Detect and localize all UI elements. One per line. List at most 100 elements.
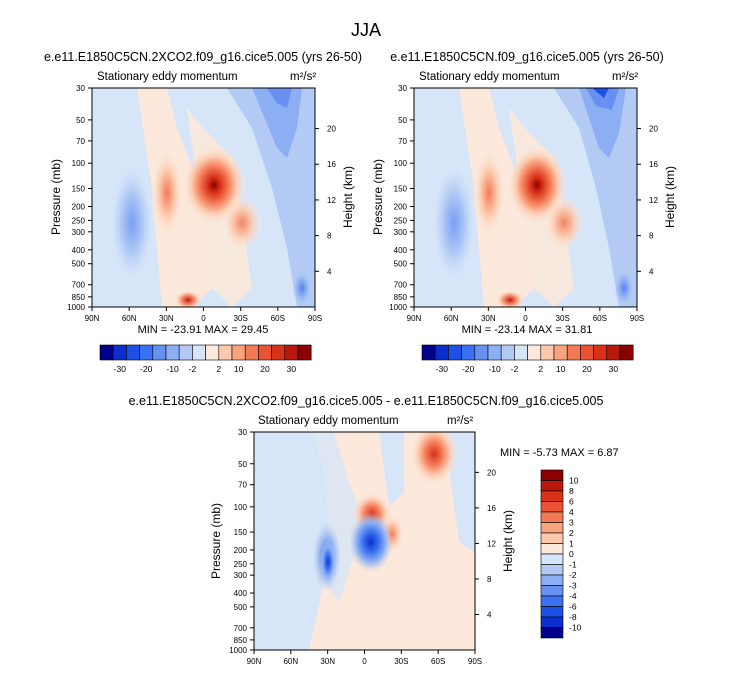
colorbar-swatch: [540, 606, 564, 618]
colorbar-swatch: [540, 574, 564, 586]
height-axis: 20 16 12 8 4: [475, 468, 496, 619]
pressure-tick-label: 300: [72, 228, 86, 237]
height-axis-label: Height (km): [501, 510, 515, 572]
latitude-tick-label: 60S: [431, 657, 445, 666]
latitude-tick-label: 90N: [247, 657, 262, 666]
latitude-tick-label: 30N: [159, 314, 174, 323]
colorbar-label: 30: [609, 364, 619, 374]
colorbar-swatch: [218, 344, 233, 361]
contour-field: [254, 432, 475, 650]
pressure-tick-label: 100: [394, 159, 408, 168]
contour-field: [92, 88, 315, 307]
latitude-tick-label: 90N: [407, 314, 422, 323]
pressure-tick-label: 50: [238, 460, 247, 469]
latitude-tick-label: 30N: [320, 657, 335, 666]
latitude-tick-label: 0: [362, 657, 367, 666]
height-tick-label: 20: [327, 125, 336, 134]
colorbar-label: -10: [166, 364, 179, 374]
latitude-axis: 90N 60N 30N 0 30S 60S 90S: [247, 650, 482, 666]
panel-subtitle: Stationary eddy momentum: [419, 71, 560, 83]
latitude-tick-label: 60N: [122, 314, 137, 323]
colorbar-swatch: [271, 344, 286, 361]
colorbar-label: -6: [569, 602, 577, 612]
pressure-tick-label: 30: [238, 428, 247, 437]
colorbar-label: -2: [189, 364, 197, 374]
pressure-tick-label: 700: [394, 281, 408, 290]
colorbar-swatch: [540, 501, 564, 513]
height-tick-label: 4: [649, 267, 654, 276]
colorbar-swatch: [284, 344, 299, 361]
height-tick-label: 4: [327, 267, 332, 276]
colorbar-label: 20: [582, 364, 592, 374]
pressure-tick-label: 70: [76, 137, 85, 146]
pressure-tick-label: 850: [234, 636, 248, 645]
pressure-tick-label: 400: [394, 246, 408, 255]
pressure-tick-label: 850: [72, 293, 86, 302]
colorbar-swatch: [540, 522, 564, 534]
colorbar-swatch: [487, 344, 502, 361]
contour-field: [414, 88, 637, 307]
colorbar-label: 2: [569, 528, 574, 538]
pressure-tick-label: 500: [234, 603, 248, 612]
colorbar-label: -2: [569, 570, 577, 580]
colorbar-label: -1: [569, 560, 577, 570]
colorbar-label: 2: [216, 364, 221, 374]
pressure-tick-label: 150: [394, 185, 408, 194]
colorbar-swatch: [566, 344, 581, 361]
pressure-tick-label: 70: [238, 481, 247, 490]
colorbar-swatch: [527, 344, 542, 361]
latitude-tick-label: 60S: [593, 314, 607, 323]
panel-title: e.e11.E1850C5CN.2XCO2.f09_g16.cice5.005 …: [129, 394, 604, 408]
colorbar-swatch: [540, 490, 564, 502]
colorbar-label: -8: [569, 612, 577, 622]
colorbar-label: 10: [234, 364, 244, 374]
colorbar-label: 4: [569, 507, 574, 517]
colorbar-swatch: [461, 344, 476, 361]
colorbar-swatch: [126, 344, 140, 361]
colorbar-label: -30: [114, 364, 127, 374]
colorbar-label: 30: [287, 364, 297, 374]
pressure-tick-label: 300: [234, 571, 248, 580]
pressure-axis-label: Pressure (mb): [371, 159, 385, 235]
height-axis: 20 16 12 8 4: [315, 125, 336, 276]
height-tick-label: 12: [487, 539, 496, 548]
colorbar-swatch: [553, 344, 568, 361]
panel-difference: e.e11.E1850C5CN.2XCO2.f09_g16.cice5.005 …: [129, 394, 619, 666]
colorbar-swatch: [112, 344, 127, 361]
colorbar-swatch: [580, 344, 594, 361]
colorbar-swatch: [192, 344, 206, 361]
latitude-tick-label: 30S: [394, 657, 408, 666]
height-tick-label: 12: [649, 196, 658, 205]
pressure-tick-label: 50: [398, 116, 407, 125]
pressure-tick-label: 850: [394, 293, 408, 302]
latitude-tick-label: 90S: [468, 657, 482, 666]
colorbar-label: 2: [538, 364, 543, 374]
panel-control: e.e11.E1850C5CN.f09_g16.cice5.005 (yrs 2…: [371, 50, 677, 374]
colorbar-label: -4: [569, 591, 577, 601]
colorbar-swatch: [500, 344, 515, 361]
latitude-tick-label: 90S: [308, 314, 322, 323]
height-tick-label: 8: [649, 232, 654, 241]
panel-units: m²/s²: [612, 71, 638, 83]
latitude-tick-label: 90N: [85, 314, 100, 323]
height-tick-label: 20: [649, 125, 658, 134]
colorbar-swatch: [540, 511, 564, 523]
pressure-tick-label: 50: [76, 116, 85, 125]
pressure-tick-label: 250: [394, 216, 408, 225]
colorbar-swatch: [297, 344, 312, 361]
pressure-tick-label: 200: [394, 202, 408, 211]
pressure-tick-label: 150: [234, 528, 248, 537]
panel-title: e.e11.E1850C5CN.2XCO2.f09_g16.cice5.005 …: [44, 50, 362, 64]
colorbar-swatch: [474, 344, 489, 361]
colorbar-swatch: [165, 344, 180, 361]
height-axis-label: Height (km): [663, 166, 677, 228]
colorbar-label: 1: [569, 539, 574, 549]
pressure-tick-label: 500: [72, 260, 86, 269]
pressure-tick-label: 30: [76, 84, 85, 93]
colorbar-swatch: [421, 344, 436, 361]
panel-2xco2: e.e11.E1850C5CN.2XCO2.f09_g16.cice5.005 …: [44, 50, 362, 374]
pressure-tick-label: 200: [234, 546, 248, 555]
colorbar-label: -3: [569, 581, 577, 591]
